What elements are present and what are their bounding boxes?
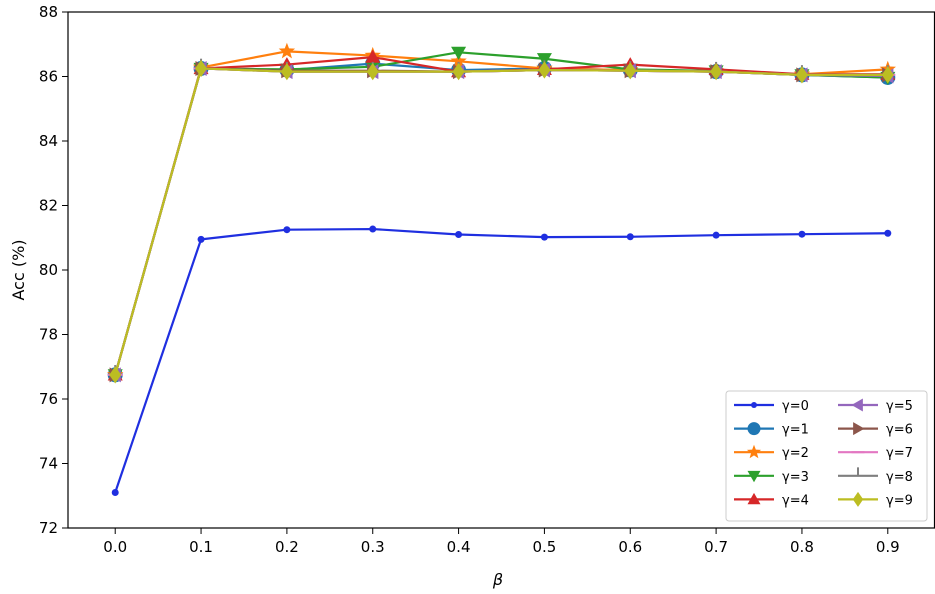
- x-axis-label: β: [492, 570, 503, 589]
- series-line: [114, 227, 888, 493]
- data-point: [540, 233, 548, 241]
- x-tick-label: 0.0: [103, 538, 127, 556]
- data-point: [455, 231, 463, 239]
- legend-label: γ=6: [886, 423, 913, 438]
- data-point: [538, 61, 551, 79]
- data-point: [881, 66, 894, 84]
- legend-label: γ=8: [886, 470, 913, 485]
- data-point: [365, 49, 381, 63]
- x-tick-label: 0.4: [447, 538, 471, 556]
- data-point: [626, 233, 634, 241]
- legend-label: γ=4: [782, 493, 809, 508]
- data-point: [369, 225, 377, 233]
- data-point: [278, 42, 296, 59]
- series-0: [111, 225, 892, 497]
- data-point: [111, 489, 119, 497]
- legend-marker: [747, 492, 761, 505]
- series-layer: [107, 42, 896, 497]
- legend-item-4: γ=4: [734, 492, 809, 508]
- legend-item-9: γ=9: [838, 491, 913, 508]
- y-tick-label: 86: [39, 68, 58, 86]
- legend-marker: [851, 398, 863, 412]
- legend-item-2: γ=2: [734, 444, 809, 461]
- series-9: [109, 59, 894, 384]
- legend-label: γ=2: [782, 446, 809, 461]
- data-point: [710, 63, 723, 81]
- legend-label: γ=1: [782, 423, 809, 438]
- y-tick-label: 76: [39, 390, 58, 408]
- legend-label: γ=5: [886, 399, 913, 414]
- data-point: [624, 62, 637, 80]
- y-tick-label: 78: [39, 326, 58, 344]
- data-point: [195, 59, 208, 78]
- series-line: [114, 67, 888, 376]
- y-tick-label: 80: [39, 261, 58, 279]
- legend-label: γ=0: [782, 399, 809, 414]
- data-point: [109, 366, 122, 384]
- legend-marker: [747, 470, 761, 483]
- x-tick-label: 0.7: [704, 538, 728, 556]
- data-point: [536, 53, 552, 67]
- data-point: [280, 63, 293, 81]
- legend: γ=0 γ=1 γ=2 γ=3 γ=4 γ=5 γ=6 γ=7 γ=8 γ=9: [725, 390, 928, 522]
- y-tick-label: 84: [39, 132, 58, 150]
- data-point: [798, 230, 806, 238]
- data-point: [452, 63, 465, 81]
- legend-item-6: γ=6: [838, 422, 913, 438]
- legend-marker: [853, 422, 865, 436]
- y-tick-label: 88: [39, 3, 58, 21]
- legend-item-5: γ=5: [838, 398, 913, 414]
- x-tick-label: 0.9: [876, 538, 900, 556]
- x-tick-label: 0.1: [189, 538, 213, 556]
- legend-item-8: γ=8: [838, 467, 913, 485]
- data-point: [366, 63, 379, 81]
- y-tick-label: 72: [39, 519, 58, 537]
- x-tick-label: 0.6: [618, 538, 642, 556]
- x-tick-label: 0.2: [275, 538, 299, 556]
- legend-marker: [751, 402, 757, 408]
- data-point: [283, 226, 291, 234]
- legend-marker: [852, 491, 864, 507]
- data-point: [884, 229, 892, 237]
- y-tick-label: 82: [39, 197, 58, 215]
- x-tick-label: 0.3: [361, 538, 385, 556]
- legend-marker: [747, 422, 761, 436]
- data-point: [795, 66, 808, 84]
- legend-item-7: γ=7: [838, 446, 913, 461]
- data-point: [451, 46, 467, 60]
- y-axis-label: Acc (%): [9, 239, 28, 300]
- data-point: [712, 231, 720, 239]
- y-tick-label: 74: [39, 455, 58, 473]
- x-tick-label: 0.5: [532, 538, 556, 556]
- x-tick-label: 0.8: [790, 538, 814, 556]
- legend-item-3: γ=3: [734, 470, 809, 485]
- legend-marker: [746, 444, 762, 459]
- legend-item-1: γ=1: [734, 422, 809, 438]
- data-point: [197, 235, 205, 243]
- legend-label: γ=7: [886, 446, 913, 461]
- legend-box: [725, 390, 928, 522]
- axes-layer: 0.0 0.1 0.2 0.3 0.4 0.5 0.6 0.7 0.8 0.9 72 74 76 78 80…: [39, 3, 935, 556]
- legend-item-0: γ=0: [734, 399, 809, 414]
- data-point: [450, 52, 467, 69]
- legend-label: γ=3: [782, 470, 809, 485]
- legend-label: γ=9: [886, 493, 913, 508]
